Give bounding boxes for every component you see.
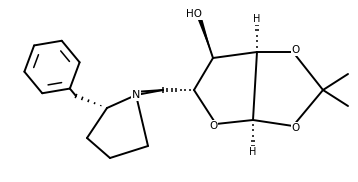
Text: O: O: [209, 121, 217, 131]
Text: O: O: [292, 123, 300, 133]
Text: H: H: [249, 147, 257, 157]
Text: H: H: [253, 14, 261, 24]
Text: N: N: [132, 90, 140, 100]
Polygon shape: [198, 18, 213, 58]
Text: O: O: [292, 45, 300, 55]
Text: HO: HO: [186, 9, 202, 19]
